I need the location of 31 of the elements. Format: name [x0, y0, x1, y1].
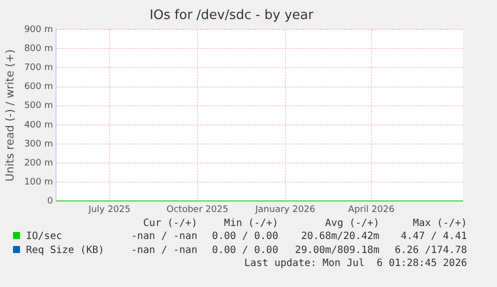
text: 29.00m/809.18m [294, 244, 380, 258]
y-axis-title: Units read (-) / write (+) [3, 49, 16, 182]
x-tick-label: April 2026 [348, 204, 395, 215]
chart-title: IOs for /dev/sdc - by year [150, 8, 314, 24]
x-tick-label: January 2026 [254, 204, 316, 215]
legend-label: Req Size (KB) [26, 245, 104, 256]
text: Min (-/+) [223, 218, 278, 230]
y-tick-label: 600 m [24, 82, 54, 92]
y-tick-label: 300 m [24, 139, 54, 150]
text: -nan / -nan [130, 244, 198, 258]
y-tick-label: 100 m [24, 177, 54, 188]
y-tick-label: 900 m [24, 24, 54, 35]
x-tick-label: July 2025 [88, 204, 130, 215]
text: 0.00 / 0.00 [211, 230, 278, 244]
text: Last update: Mon Jul 6 01:28:45 2026 [243, 258, 467, 270]
text: Cur (-/+) [142, 218, 198, 230]
text: -nan / -nan [130, 230, 198, 244]
text: Max (-/+) [412, 218, 467, 230]
text: 6.26 /174.78 [394, 244, 467, 258]
x-tick-label: October 2025 [166, 204, 228, 215]
y-tick-label: 800 m [24, 44, 54, 54]
text: 20.68m/20.42m [300, 230, 380, 244]
y-tick-label: 400 m [24, 120, 54, 130]
y-tick-label: 200 m [24, 158, 54, 168]
text: 4.47 / 4.41 [400, 230, 467, 244]
y-tick-label: 700 m [24, 63, 54, 74]
y-tick-label: 500 m [24, 101, 54, 112]
y-tick-label: 0 [47, 196, 54, 207]
legend-label: IO/sec [26, 231, 62, 242]
text: 0.00 / 0.00 [211, 244, 278, 258]
text: Avg (-/+) [324, 218, 380, 230]
